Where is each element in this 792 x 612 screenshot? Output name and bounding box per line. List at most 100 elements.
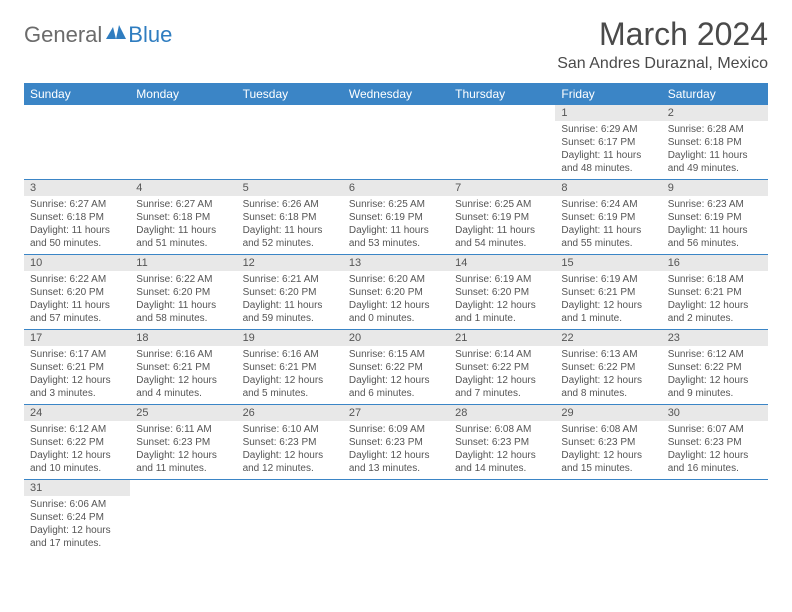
day-details: Sunrise: 6:14 AMSunset: 6:22 PMDaylight:… xyxy=(449,346,555,404)
day-details: Sunrise: 6:10 AMSunset: 6:23 PMDaylight:… xyxy=(237,421,343,479)
day-details: Sunrise: 6:26 AMSunset: 6:18 PMDaylight:… xyxy=(237,196,343,254)
weekday-header: Thursday xyxy=(449,83,555,105)
day-number: 25 xyxy=(130,405,236,421)
calendar-cell: 26Sunrise: 6:10 AMSunset: 6:23 PMDayligh… xyxy=(237,405,343,480)
day-details: Sunrise: 6:08 AMSunset: 6:23 PMDaylight:… xyxy=(449,421,555,479)
calendar-cell: 14Sunrise: 6:19 AMSunset: 6:20 PMDayligh… xyxy=(449,255,555,330)
day-details: Sunrise: 6:16 AMSunset: 6:21 PMDaylight:… xyxy=(130,346,236,404)
weekday-header: Friday xyxy=(555,83,661,105)
day-details: Sunrise: 6:19 AMSunset: 6:21 PMDaylight:… xyxy=(555,271,661,329)
day-details: Sunrise: 6:21 AMSunset: 6:20 PMDaylight:… xyxy=(237,271,343,329)
day-number: 6 xyxy=(343,180,449,196)
day-details: Sunrise: 6:27 AMSunset: 6:18 PMDaylight:… xyxy=(24,196,130,254)
calendar-cell xyxy=(130,480,236,555)
day-number: 21 xyxy=(449,330,555,346)
title-block: March 2024 San Andres Duraznal, Mexico xyxy=(557,16,768,73)
calendar-cell xyxy=(555,480,661,555)
day-number: 12 xyxy=(237,255,343,271)
day-number: 28 xyxy=(449,405,555,421)
calendar-cell: 24Sunrise: 6:12 AMSunset: 6:22 PMDayligh… xyxy=(24,405,130,480)
day-number: 7 xyxy=(449,180,555,196)
logo-text-gray: General xyxy=(24,22,102,48)
day-number: 4 xyxy=(130,180,236,196)
day-details: Sunrise: 6:19 AMSunset: 6:20 PMDaylight:… xyxy=(449,271,555,329)
calendar-cell: 7Sunrise: 6:25 AMSunset: 6:19 PMDaylight… xyxy=(449,180,555,255)
day-number: 29 xyxy=(555,405,661,421)
calendar-cell: 21Sunrise: 6:14 AMSunset: 6:22 PMDayligh… xyxy=(449,330,555,405)
calendar-cell: 10Sunrise: 6:22 AMSunset: 6:20 PMDayligh… xyxy=(24,255,130,330)
weekday-header: Wednesday xyxy=(343,83,449,105)
logo-mark-icon xyxy=(104,23,126,48)
location: San Andres Duraznal, Mexico xyxy=(557,55,768,73)
day-details: Sunrise: 6:22 AMSunset: 6:20 PMDaylight:… xyxy=(24,271,130,329)
calendar-cell: 28Sunrise: 6:08 AMSunset: 6:23 PMDayligh… xyxy=(449,405,555,480)
day-details: Sunrise: 6:08 AMSunset: 6:23 PMDaylight:… xyxy=(555,421,661,479)
day-number: 24 xyxy=(24,405,130,421)
day-number: 9 xyxy=(662,180,768,196)
day-details: Sunrise: 6:16 AMSunset: 6:21 PMDaylight:… xyxy=(237,346,343,404)
day-details: Sunrise: 6:22 AMSunset: 6:20 PMDaylight:… xyxy=(130,271,236,329)
month-title: March 2024 xyxy=(557,16,768,53)
day-number: 14 xyxy=(449,255,555,271)
day-number: 23 xyxy=(662,330,768,346)
calendar-row: 17Sunrise: 6:17 AMSunset: 6:21 PMDayligh… xyxy=(24,330,768,405)
calendar-cell: 12Sunrise: 6:21 AMSunset: 6:20 PMDayligh… xyxy=(237,255,343,330)
calendar-cell: 1Sunrise: 6:29 AMSunset: 6:17 PMDaylight… xyxy=(555,105,661,180)
day-number: 27 xyxy=(343,405,449,421)
weekday-header-row: Sunday Monday Tuesday Wednesday Thursday… xyxy=(24,83,768,105)
calendar-cell xyxy=(449,480,555,555)
weekday-header: Monday xyxy=(130,83,236,105)
day-number: 22 xyxy=(555,330,661,346)
day-details: Sunrise: 6:06 AMSunset: 6:24 PMDaylight:… xyxy=(24,496,130,554)
day-details: Sunrise: 6:18 AMSunset: 6:21 PMDaylight:… xyxy=(662,271,768,329)
day-details: Sunrise: 6:11 AMSunset: 6:23 PMDaylight:… xyxy=(130,421,236,479)
day-details: Sunrise: 6:28 AMSunset: 6:18 PMDaylight:… xyxy=(662,121,768,179)
day-details: Sunrise: 6:07 AMSunset: 6:23 PMDaylight:… xyxy=(662,421,768,479)
calendar-cell: 30Sunrise: 6:07 AMSunset: 6:23 PMDayligh… xyxy=(662,405,768,480)
day-details: Sunrise: 6:20 AMSunset: 6:20 PMDaylight:… xyxy=(343,271,449,329)
day-number: 19 xyxy=(237,330,343,346)
calendar-cell xyxy=(449,105,555,180)
day-details: Sunrise: 6:27 AMSunset: 6:18 PMDaylight:… xyxy=(130,196,236,254)
day-details: Sunrise: 6:17 AMSunset: 6:21 PMDaylight:… xyxy=(24,346,130,404)
day-number: 8 xyxy=(555,180,661,196)
calendar-cell: 17Sunrise: 6:17 AMSunset: 6:21 PMDayligh… xyxy=(24,330,130,405)
day-number: 3 xyxy=(24,180,130,196)
calendar-cell: 2Sunrise: 6:28 AMSunset: 6:18 PMDaylight… xyxy=(662,105,768,180)
calendar-cell: 11Sunrise: 6:22 AMSunset: 6:20 PMDayligh… xyxy=(130,255,236,330)
calendar-cell: 22Sunrise: 6:13 AMSunset: 6:22 PMDayligh… xyxy=(555,330,661,405)
calendar-cell xyxy=(662,480,768,555)
calendar: Sunday Monday Tuesday Wednesday Thursday… xyxy=(24,83,768,554)
day-number: 11 xyxy=(130,255,236,271)
calendar-cell xyxy=(237,105,343,180)
calendar-cell: 18Sunrise: 6:16 AMSunset: 6:21 PMDayligh… xyxy=(130,330,236,405)
calendar-cell xyxy=(343,105,449,180)
day-details: Sunrise: 6:25 AMSunset: 6:19 PMDaylight:… xyxy=(449,196,555,254)
calendar-cell: 15Sunrise: 6:19 AMSunset: 6:21 PMDayligh… xyxy=(555,255,661,330)
calendar-row: 10Sunrise: 6:22 AMSunset: 6:20 PMDayligh… xyxy=(24,255,768,330)
day-details: Sunrise: 6:12 AMSunset: 6:22 PMDaylight:… xyxy=(24,421,130,479)
calendar-cell: 19Sunrise: 6:16 AMSunset: 6:21 PMDayligh… xyxy=(237,330,343,405)
day-number: 31 xyxy=(24,480,130,496)
day-number: 30 xyxy=(662,405,768,421)
day-details: Sunrise: 6:15 AMSunset: 6:22 PMDaylight:… xyxy=(343,346,449,404)
day-details: Sunrise: 6:23 AMSunset: 6:19 PMDaylight:… xyxy=(662,196,768,254)
day-number: 26 xyxy=(237,405,343,421)
calendar-cell: 29Sunrise: 6:08 AMSunset: 6:23 PMDayligh… xyxy=(555,405,661,480)
day-details: Sunrise: 6:13 AMSunset: 6:22 PMDaylight:… xyxy=(555,346,661,404)
day-number: 2 xyxy=(662,105,768,121)
day-number: 13 xyxy=(343,255,449,271)
calendar-cell xyxy=(24,105,130,180)
day-number: 17 xyxy=(24,330,130,346)
calendar-cell: 20Sunrise: 6:15 AMSunset: 6:22 PMDayligh… xyxy=(343,330,449,405)
header: General Blue March 2024 San Andres Duraz… xyxy=(24,16,768,73)
day-details: Sunrise: 6:25 AMSunset: 6:19 PMDaylight:… xyxy=(343,196,449,254)
calendar-row: 24Sunrise: 6:12 AMSunset: 6:22 PMDayligh… xyxy=(24,405,768,480)
calendar-cell xyxy=(130,105,236,180)
calendar-cell: 8Sunrise: 6:24 AMSunset: 6:19 PMDaylight… xyxy=(555,180,661,255)
calendar-cell: 23Sunrise: 6:12 AMSunset: 6:22 PMDayligh… xyxy=(662,330,768,405)
calendar-row: 3Sunrise: 6:27 AMSunset: 6:18 PMDaylight… xyxy=(24,180,768,255)
day-number: 20 xyxy=(343,330,449,346)
calendar-cell: 4Sunrise: 6:27 AMSunset: 6:18 PMDaylight… xyxy=(130,180,236,255)
calendar-cell: 16Sunrise: 6:18 AMSunset: 6:21 PMDayligh… xyxy=(662,255,768,330)
